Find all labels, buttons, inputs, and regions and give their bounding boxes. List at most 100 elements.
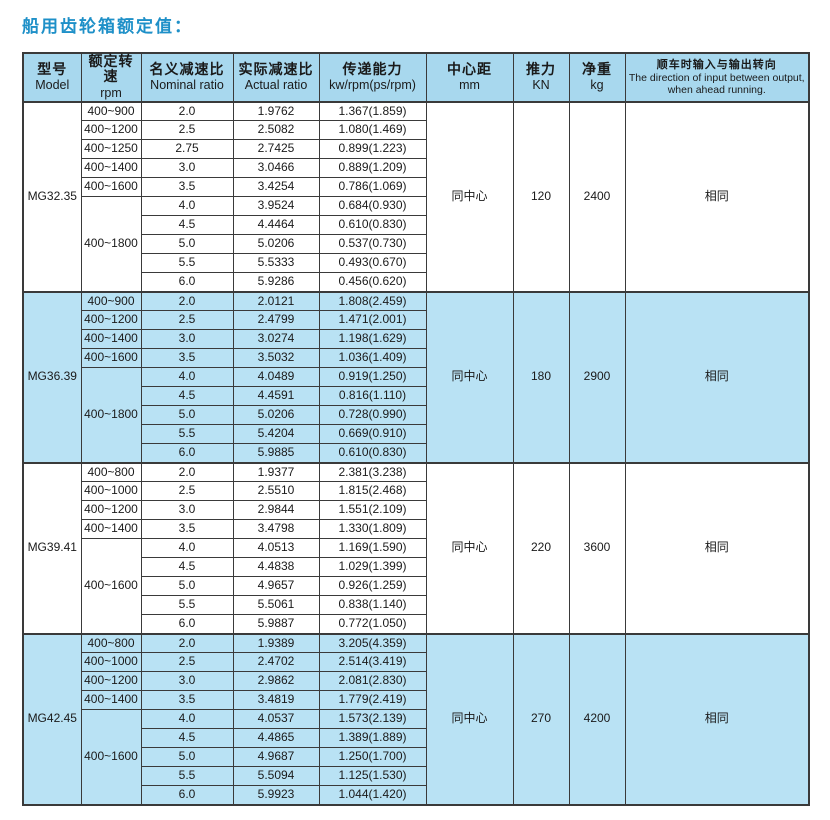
col-header-center-distance-en: mm [459,78,480,93]
nominal-ratio-cell: 6.0 [140,443,234,464]
nominal-ratio-cell: 5.5 [140,424,234,445]
rpm-cell: 400~1200 [80,310,142,331]
rpm-cell: 400~1000 [80,652,142,673]
table-header: 型号 Model 额定转速 rpm 名义减速比 Nominal ratio 实际… [22,52,810,103]
col-header-model: 型号 Model [22,52,82,103]
table-row: 5.0 4.9657 0.926(1.259) [23,576,809,597]
table-row: MG32.35 400~900 2.0 1.9762 1.367(1.859) 同中心 12… [22,100,810,293]
model-cell: MG42.45 [22,632,82,806]
nominal-ratio-cell: 3.0 [140,500,234,521]
actual-ratio-cell: 5.0206 [232,234,320,255]
center-distance-cell: 同中心 [425,632,514,806]
actual-ratio-cell: 5.9286 [232,272,320,293]
capacity-cell: 0.610(0.830) [318,443,427,464]
page-title: 船用齿轮箱额定值： [22,17,193,36]
actual-ratio-cell: 5.4204 [232,424,320,445]
capacity-cell: 0.537(0.730) [318,234,427,255]
actual-ratio-cell: 3.5032 [232,348,320,369]
table-row: 4.5 4.4838 1.029(1.399) [23,557,809,578]
nominal-ratio-cell: 3.0 [140,329,234,350]
rpm-cell: 400~1600 [80,348,142,369]
capacity-cell: 1.808(2.459) [318,290,427,312]
capacity-cell: 1.169(1.590) [318,538,427,559]
rpm-cell: 400~1400 [80,158,142,179]
nominal-ratio-cell: 4.0 [140,538,234,559]
capacity-cell: 0.728(0.990) [318,405,427,426]
col-header-net-weight: 净重 kg [568,52,626,103]
nominal-ratio-cell: 6.0 [140,785,234,806]
nominal-ratio-cell: 4.0 [140,196,234,217]
capacity-cell: 1.044(1.420) [318,785,427,806]
capacity-cell: 0.919(1.250) [318,367,427,388]
col-header-thrust: 推力 KN [512,52,570,103]
actual-ratio-cell: 5.9885 [232,443,320,464]
rpm-cell: 400~1800 [80,367,142,464]
col-header-model-en: Model [35,78,70,93]
capacity-cell: 1.389(1.889) [318,728,427,749]
table-row: 6.0 5.9923 1.044(1.420) [23,785,809,806]
nominal-ratio-cell: 6.0 [140,614,234,635]
col-header-nominal-ratio: 名义减速比 Nominal ratio [140,52,234,103]
actual-ratio-cell: 4.4591 [232,386,320,407]
capacity-cell: 1.551(2.109) [318,500,427,521]
direction-cell: 相同 [624,100,810,293]
center-distance-cell: 同中心 [425,100,514,293]
actual-ratio-cell: 5.9923 [232,785,320,806]
actual-ratio-cell: 1.9762 [232,100,320,122]
nominal-ratio-cell: 5.5 [140,253,234,274]
table-row: 400~1000 2.5 2.5510 1.815(2.468) [23,481,809,502]
capacity-cell: 1.573(2.139) [318,709,427,730]
capacity-cell: 2.514(3.419) [318,652,427,673]
net-weight-cell: 3600 [568,461,626,635]
actual-ratio-cell: 3.0274 [232,329,320,350]
nominal-ratio-cell: 5.0 [140,234,234,255]
nominal-ratio-cell: 2.5 [140,481,234,502]
actual-ratio-cell: 3.4254 [232,177,320,198]
table-row: 6.0 5.9885 0.610(0.830) [23,443,809,464]
capacity-cell: 0.926(1.259) [318,576,427,597]
nominal-ratio-cell: 4.5 [140,557,234,578]
col-header-actual-ratio: 实际减速比 Actual ratio [232,52,320,103]
center-distance-cell: 同中心 [425,461,514,635]
nominal-ratio-cell: 2.5 [140,120,234,141]
nominal-ratio-cell: 3.5 [140,690,234,711]
table-row: 4.5 4.4464 0.610(0.830) [23,215,809,236]
nominal-ratio-cell: 5.0 [140,576,234,597]
actual-ratio-cell: 4.9687 [232,747,320,768]
gearbox-rating-table: 型号 Model 额定转速 rpm 名义减速比 Nominal ratio 实际… [22,52,810,806]
actual-ratio-cell: 4.4838 [232,557,320,578]
nominal-ratio-cell: 5.0 [140,747,234,768]
table-row: 400~1400 3.5 3.4819 1.779(2.419) [23,690,809,711]
col-header-direction: 顺车时输入与输出转向 The direction of input betwee… [624,52,810,103]
table-row: 400~1600 4.0 4.0537 1.573(2.139) [23,709,809,806]
actual-ratio-cell: 4.4464 [232,215,320,236]
rpm-cell: 400~800 [80,632,142,654]
actual-ratio-cell: 1.9389 [232,632,320,654]
actual-ratio-cell: 3.4819 [232,690,320,711]
capacity-cell: 1.080(1.469) [318,120,427,141]
rpm-cell: 400~1400 [80,690,142,711]
nominal-ratio-cell: 2.0 [140,290,234,312]
nominal-ratio-cell: 4.0 [140,709,234,730]
col-header-capacity: 传递能力 kw/rpm(ps/rpm) [318,52,427,103]
actual-ratio-cell: 5.5094 [232,766,320,787]
capacity-cell: 0.684(0.930) [318,196,427,217]
thrust-cell: 270 [512,632,570,806]
table-row: 5.0 5.0206 0.728(0.990) [23,405,809,426]
col-header-thrust-zh: 推力 [526,60,556,77]
col-header-center-distance: 中心距 mm [425,52,514,103]
nominal-ratio-cell: 4.5 [140,215,234,236]
nominal-ratio-cell: 3.5 [140,519,234,540]
nominal-ratio-cell: 6.0 [140,272,234,293]
thrust-cell: 180 [512,290,570,464]
actual-ratio-cell: 5.5333 [232,253,320,274]
capacity-cell: 0.772(1.050) [318,614,427,635]
actual-ratio-cell: 2.5510 [232,481,320,502]
direction-cell: 相同 [624,461,810,635]
actual-ratio-cell: 4.0513 [232,538,320,559]
table-row: MG36.39 400~900 2.0 2.0121 1.808(2.459) 同中心 18… [22,290,810,464]
table-row: 5.0 4.9687 1.250(1.700) [23,747,809,768]
rpm-cell: 400~1200 [80,671,142,692]
table-row: 400~1400 3.0 3.0466 0.889(1.209) [23,158,809,179]
